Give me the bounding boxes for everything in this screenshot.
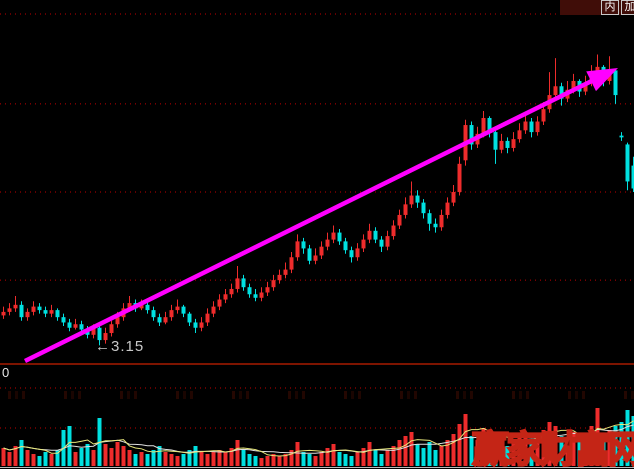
add-to-watchlist-button[interactable]: 加 xyxy=(621,0,634,15)
axis-zero-label: 0 xyxy=(2,365,10,380)
low-price-value: 3.15 xyxy=(111,338,145,355)
date-axis-strip xyxy=(8,391,634,399)
toolbar-strip: 内 加 xyxy=(560,0,634,15)
inner-volume-button[interactable]: 内 xyxy=(601,0,619,15)
watermark-text: 赢家财富网 xyxy=(471,428,634,469)
left-arrow-icon: ← xyxy=(95,338,111,355)
low-price-annotation: ←3.15 xyxy=(95,338,144,355)
